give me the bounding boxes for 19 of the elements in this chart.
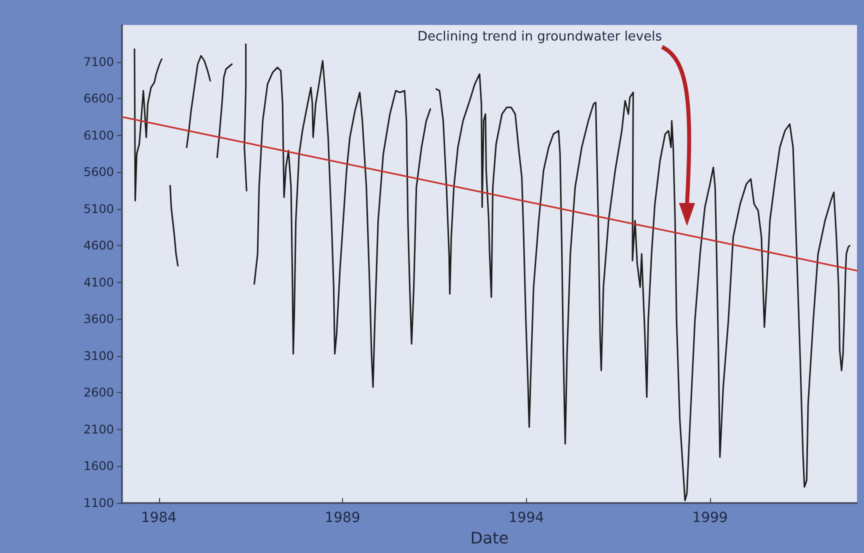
y-tick-label: 1600 [83,459,114,474]
y-tick-label: 7100 [83,54,114,69]
x-axis-title: Date [470,528,509,548]
y-tick-label: 1100 [83,496,114,510]
y-tick-label: 2600 [83,386,114,400]
y-tick-label: 3100 [83,348,114,363]
y-tick-label: 6100 [83,128,114,142]
y-tick-label: 5600 [83,165,114,180]
x-tick-label: 1999 [692,510,728,526]
y-tick-label: 3600 [83,312,114,326]
x-tick-label: 1984 [140,510,177,526]
x-tick-label: 1994 [508,510,544,526]
y-tick-label: 5100 [83,202,114,216]
y-tick-label: 4600 [83,238,114,253]
y-tick-label: 2100 [83,422,114,436]
x-tick-label: 1989 [324,510,360,526]
y-tick-label: 6600 [83,92,114,106]
annotation: Declining trend in groundwater levels [418,30,662,44]
y-tick-label: 4100 [83,275,114,290]
